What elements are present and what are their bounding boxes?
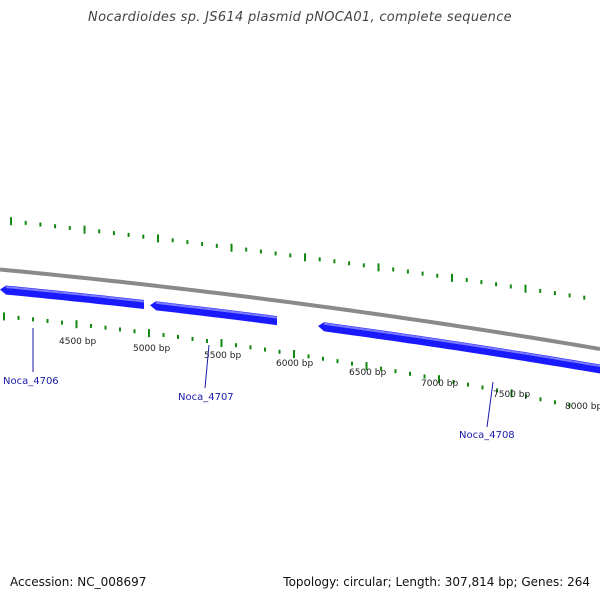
inner-tick-track [3,312,571,408]
map-title: Nocardioides sp. JS614 plasmid pNOCA01, … [88,10,512,25]
gene-track [0,285,600,374]
sequence-summary: Topology: circular; Length: 307,814 bp; … [283,575,590,589]
accession-text: Accession: NC_008697 [10,575,147,589]
outer-tick-track [10,217,586,300]
gene-arrow [318,322,600,374]
gene-highlight [323,322,600,367]
gene-leader-line [486,381,494,428]
gene-labels: Noca_4706 Noca_4707 Noca_4708 [3,328,515,441]
gene-label: Noca_4707 [178,392,234,403]
scale-label: 6000 bp [276,359,313,369]
plasmid-backbone [0,267,600,351]
scale-labels: 4500 bp 5000 bp 5500 bp 6000 bp 6500 bp 7000 … [59,337,600,412]
gene-arrow [150,301,277,326]
scale-label: 6500 bp [349,368,386,378]
scale-label: 5500 bp [204,351,241,361]
gene-leader-line [204,344,210,389]
gene-highlight [5,286,145,303]
backbone-arc [0,267,600,351]
gene-highlight [155,301,278,319]
gene-label: Noca_4708 [459,430,515,441]
scale-label: 7000 bp [421,379,458,389]
scale-label: 8000 bp [565,402,600,412]
gene-arrow [0,285,144,309]
gene-label: Noca_4706 [3,376,59,387]
scale-label: 4500 bp [59,337,96,347]
scale-label: 7500 bp [493,390,530,400]
scale-label: 5000 bp [133,344,170,354]
